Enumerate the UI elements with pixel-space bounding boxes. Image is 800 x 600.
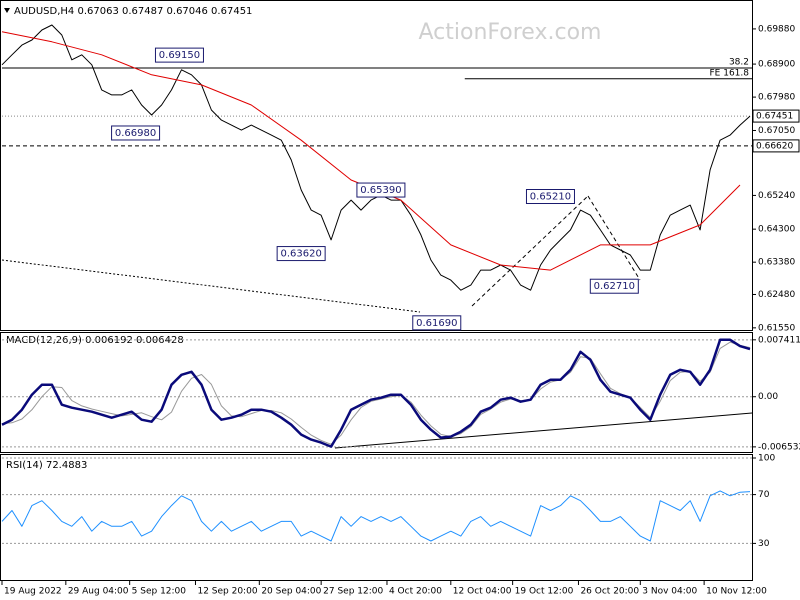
macd-panel-frame [0,332,753,453]
x-tick-label: 4 Oct 20:00 [389,587,442,597]
annotation-label: 0.66980 [115,128,156,139]
y-tick-label: -0.006532 [758,442,800,452]
annotation-label: 0.62710 [594,281,635,292]
trend-line [587,195,641,281]
rsi-panel-frame [0,454,753,581]
annotation-label: 0.63620 [280,249,321,260]
y-tick-label: 0.62480 [758,290,795,300]
annotation-box [154,47,204,63]
y-tick-label: 0.68900 [758,60,795,70]
series-line [1,24,751,291]
series-line [1,490,751,542]
y-tick-label: 100 [758,454,775,464]
menu-icon [4,8,10,13]
watermark: ActionForex.com [419,20,602,45]
trend-line [471,195,589,307]
price-panel-frame [0,0,753,331]
level-label: FE 161.8 [710,68,750,78]
annotation-label: 0.69150 [159,50,200,61]
annotation-box [356,182,406,198]
annotation-label: 0.65390 [360,185,401,196]
x-tick-label: 19 Oct 12:00 [515,587,574,597]
annotation-box [276,246,326,262]
level-box [752,109,800,123]
panel-title: AUDUSD,H4 0.67063 0.67487 0.67046 0.6745… [14,6,252,17]
level-label: 38.2 [729,58,749,68]
panel-title: MACD(12,26,9) 0.006192 0.006428 [6,335,184,346]
annotation-label: 0.61690 [416,318,457,329]
y-tick-label: 0.61550 [758,323,795,333]
y-tick-label: 0.00 [758,392,778,402]
y-tick-label: 0.64300 [758,225,795,235]
annotation-label: 0.65210 [530,192,571,203]
series-line [1,338,751,448]
y-tick-label: 0.007411 [758,335,800,345]
level-box [752,139,800,153]
x-tick-label: 27 Sep 12:00 [323,587,383,597]
annotation-box [525,189,575,205]
y-tick-label: 0.67980 [758,93,795,103]
x-tick-label: 10 Nov 12:00 [706,587,767,597]
annotation-box [412,315,462,331]
annotation-box [111,125,161,141]
level-label: 0.66620 [756,141,793,151]
y-tick-label: 0.69880 [758,24,795,34]
y-tick-label: 0.63380 [758,258,795,268]
x-tick-label: 12 Sep 20:00 [197,587,257,597]
x-tick-label: 19 Aug 2022 [4,587,62,597]
x-tick-label: 3 Nov 04:00 [642,587,697,597]
level-label: 0.67451 [756,112,793,122]
x-tick-label: 20 Sep 04:00 [261,587,321,597]
y-tick-label: 30 [758,539,770,549]
annotation-box [589,278,639,294]
y-tick-label: 0.65240 [758,191,795,201]
macd-trend-line [334,412,753,449]
x-tick-label: 29 Aug 04:00 [68,587,129,597]
x-tick-label: 5 Sep 12:00 [132,587,187,597]
x-tick-label: 12 Oct 04:00 [453,587,512,597]
x-tick-label: 26 Oct 20:00 [580,587,639,597]
y-tick-label: 0.67050 [758,126,795,136]
panel-title: RSI(14) 72.4883 [6,460,87,471]
y-tick-label: 70 [758,490,770,500]
